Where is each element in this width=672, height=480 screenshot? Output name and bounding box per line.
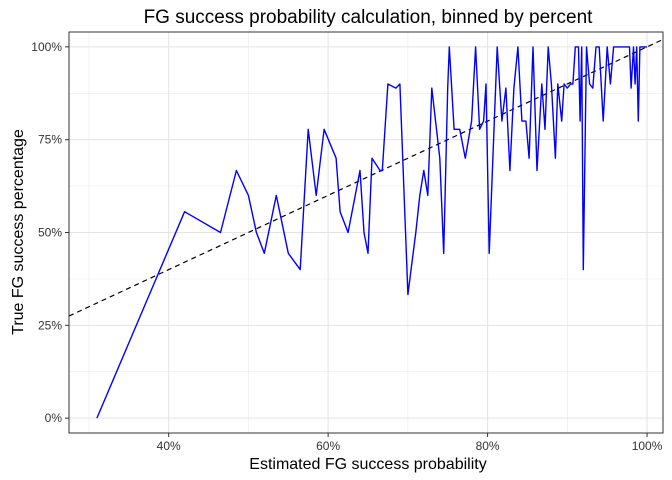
x-tick-label: 60% [316, 439, 340, 453]
x-tick-label: 40% [157, 439, 181, 453]
x-axis-ticks: 40% 60% 80% 100% [157, 433, 663, 453]
y-tick-label: 0% [45, 411, 63, 425]
x-tick-label: 80% [476, 439, 500, 453]
y-axis-ticks: 0% 25% 50% 75% 100% [31, 40, 69, 425]
y-tick-label: 25% [38, 318, 62, 332]
y-axis-title: True FG success percentage [10, 129, 27, 335]
y-tick-label: 75% [38, 133, 62, 147]
x-tick-label: 100% [632, 439, 663, 453]
chart-title: FG success probability calculation, binn… [144, 7, 594, 28]
grid-major [69, 32, 663, 433]
y-tick-label: 100% [31, 40, 62, 54]
grid-minor [69, 32, 663, 433]
x-axis-title: Estimated FG success probability [249, 456, 486, 473]
reference-line-layer [68, 38, 664, 317]
series-layer [96, 46, 648, 419]
series-line [96, 46, 648, 419]
reference-diagonal-line [68, 38, 664, 317]
y-tick-label: 50% [38, 226, 62, 240]
